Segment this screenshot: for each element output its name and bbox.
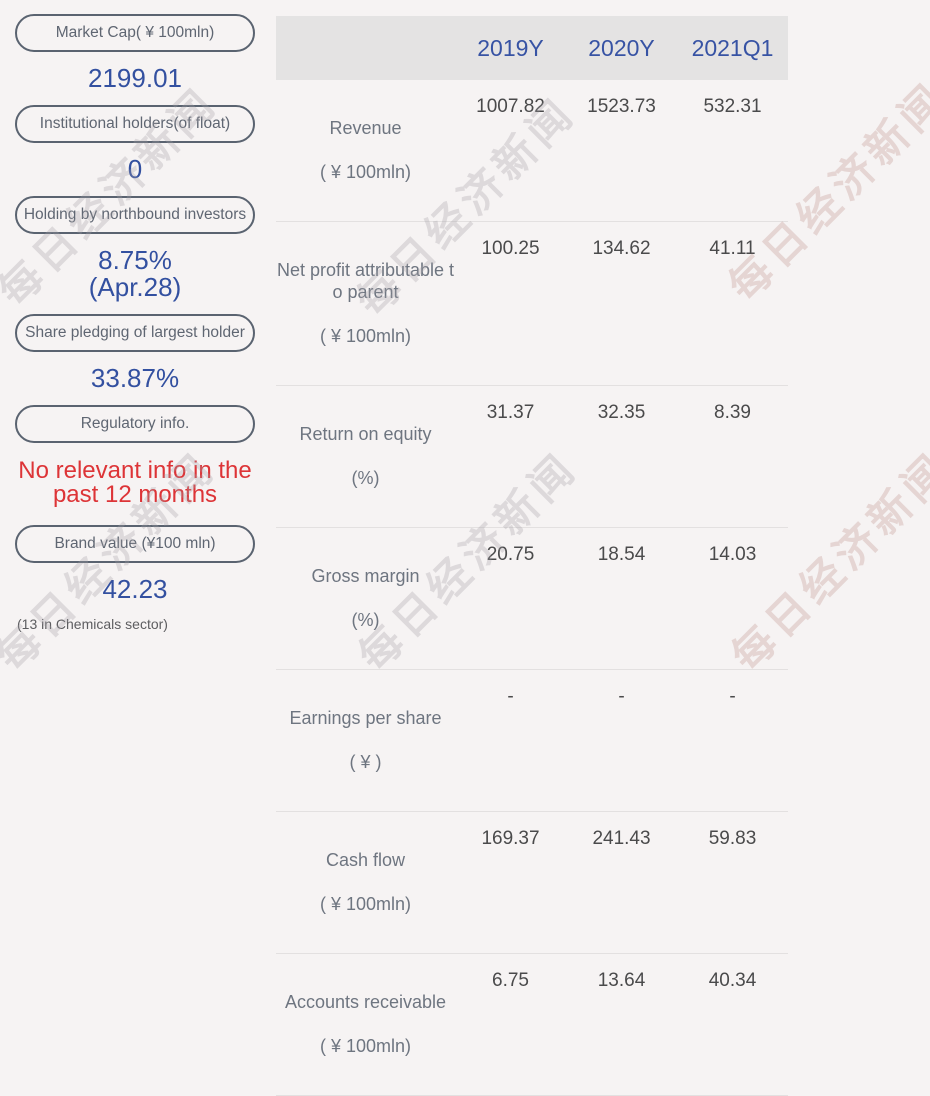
cell-value: 8.39 [714,402,751,423]
metric-value-share-pledging: 33.87% [90,363,180,393]
metric-chip-northbound-holding: Holding by northbound investors [15,196,255,234]
row-label-unit: (%) [351,610,380,630]
metric-chip-regulatory-info: Regulatory info. [15,405,255,443]
row-label-unit: ( ¥ ) [349,752,382,772]
row-label-unit: ( ¥ 100mln) [319,894,412,914]
row-label-text: Revenue [329,118,402,138]
cell-value: 169.37 [481,828,540,849]
metric-chip-label: Market Cap( ¥ 100mln) [55,24,215,41]
stock-overview-panel: Market Cap( ¥ 100mln) 2199.01 Institutio… [0,14,930,1096]
column-header-2021q1: 2021Q1 [691,34,774,61]
row-label-unit: ( ¥ 100mln) [319,326,412,346]
metric-value-brand-value: 42.23 [102,574,168,604]
table-row-net-profit: Net profit attributable t o parent ( ¥ 1… [276,222,788,386]
brand-value-sector-rank: (13 in Chemicals sector) [17,616,168,632]
row-label-text: Gross margin [311,566,420,586]
cell-value: 6.75 [492,970,529,991]
row-label-text: Earnings per share [289,708,442,728]
cell-value: 13.64 [597,970,646,991]
metric-chip-institutional-holders: Institutional holders(of float) [15,105,255,143]
table-row-earnings-per-share: Earnings per share ( ¥ ) - - - [276,670,788,812]
metric-chip-share-pledging: Share pledging of largest holder [15,314,255,352]
cell-value: 40.34 [708,970,757,991]
row-label: Earnings per share ( ¥ ) [276,685,455,795]
cell-value: 100.25 [481,238,540,259]
metric-chip-label: Share pledging of largest holder [25,324,245,341]
column-header-2019y: 2019Y [477,34,544,61]
table-header-row: 2019Y 2020Y 2021Q1 [276,16,788,80]
cell-value: - [729,686,736,707]
row-label: Accounts receivable ( ¥ 100mln) [276,969,455,1079]
row-label-text: Return on equity [299,424,432,444]
row-label: Cash flow ( ¥ 100mln) [276,827,455,937]
table-row-gross-margin: Gross margin (%) 20.75 18.54 14.03 [276,528,788,670]
row-label: Return on equity (%) [276,401,455,511]
metric-chip-label: Regulatory info. [80,415,190,432]
cell-value: 20.75 [486,544,535,565]
table-row-return-on-equity: Return on equity (%) 31.37 32.35 8.39 [276,386,788,528]
row-label-unit: ( ¥ 100mln) [319,162,412,182]
cell-value: 59.83 [708,828,757,849]
cell-value: 41.11 [709,238,756,259]
row-label: Gross margin (%) [276,543,455,653]
cell-value: 14.03 [708,544,757,565]
column-header-2020y: 2020Y [588,34,655,61]
cell-value: - [618,686,625,707]
cell-value: 1523.73 [587,96,656,117]
cell-value: 134.62 [592,238,651,259]
cell-value: 32.35 [597,402,646,423]
row-label-text: Cash flow [325,850,406,870]
table-row-cash-flow: Cash flow ( ¥ 100mln) 169.37 241.43 59.8… [276,812,788,954]
row-label: Revenue ( ¥ 100mln) [276,95,455,205]
metric-value-institutional-holders: 0 [127,154,143,184]
cell-value: - [507,686,514,707]
key-metrics-panel: Market Cap( ¥ 100mln) 2199.01 Institutio… [15,14,255,632]
row-label: Net profit attributable t o parent ( ¥ 1… [276,237,455,369]
financials-table: 2019Y 2020Y 2021Q1 Revenue ( ¥ 100mln) 1… [276,16,788,1096]
row-label-unit: (%) [351,468,380,488]
metric-chip-label: Institutional holders(of float) [39,115,231,132]
metric-value-market-cap: 2199.01 [88,63,182,93]
cell-value: 532.31 [703,96,762,117]
table-row-accounts-receivable: Accounts receivable ( ¥ 100mln) 6.75 13.… [276,954,788,1096]
metric-value-northbound-holding: 8.75% (Apr.28) [88,245,182,302]
row-label-text: Net profit attributable t o parent [276,260,455,302]
metric-chip-label: Holding by northbound investors [23,206,247,223]
metric-chip-brand-value: Brand value (¥100 mln) [15,525,255,563]
cell-value: 241.43 [592,828,651,849]
cell-value: 1007.82 [476,96,545,117]
metric-chip-label: Brand value (¥100 mln) [54,535,216,552]
metric-value-regulatory-info: No relevant info in the past 12 months [18,457,252,508]
row-label-unit: ( ¥ 100mln) [319,1036,412,1056]
metric-chip-market-cap: Market Cap( ¥ 100mln) [15,14,255,52]
table-row-revenue: Revenue ( ¥ 100mln) 1007.82 1523.73 532.… [276,80,788,222]
cell-value: 18.54 [597,544,646,565]
row-label-text: Accounts receivable [284,992,447,1012]
cell-value: 31.37 [486,402,535,423]
